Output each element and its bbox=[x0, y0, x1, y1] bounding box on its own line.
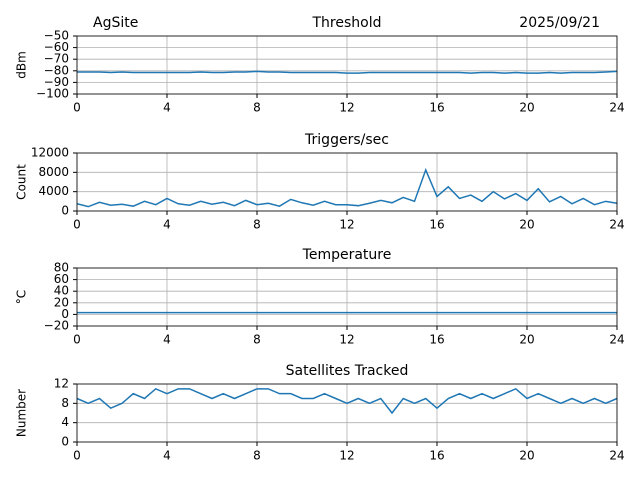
x-tick-label: 8 bbox=[253, 333, 261, 347]
x-tick-label: 20 bbox=[519, 333, 534, 347]
x-tick-label: 20 bbox=[519, 218, 534, 232]
series-line bbox=[77, 70, 618, 74]
y-tick-label: −60 bbox=[44, 40, 69, 54]
y-axis-label: Number bbox=[15, 389, 29, 437]
y-tick-label: −50 bbox=[44, 29, 69, 43]
x-tick-label: 4 bbox=[163, 449, 171, 463]
x-tick-label: 0 bbox=[73, 333, 81, 347]
y-tick-label: 0 bbox=[61, 204, 69, 218]
x-tick-label: 16 bbox=[429, 449, 444, 463]
y-tick-label: 12 bbox=[54, 377, 69, 391]
y-tick-label: 12000 bbox=[31, 146, 69, 160]
x-tick-label: 12 bbox=[339, 101, 354, 115]
y-tick-label: 60 bbox=[54, 272, 69, 286]
x-tick-label: 20 bbox=[519, 449, 534, 463]
y-axis-label: Count bbox=[15, 164, 29, 200]
y-tick-label: 20 bbox=[54, 295, 69, 309]
y-tick-label: 4000 bbox=[38, 184, 69, 198]
y-tick-label: 0 bbox=[61, 307, 69, 321]
x-tick-label: 12 bbox=[339, 218, 354, 232]
plot-frame bbox=[76, 383, 618, 443]
x-tick-label: 16 bbox=[429, 333, 444, 347]
x-tick-label: 24 bbox=[609, 101, 624, 115]
x-tick-label: 16 bbox=[429, 101, 444, 115]
plot-frame bbox=[76, 152, 618, 212]
x-tick-label: 4 bbox=[163, 218, 171, 232]
y-tick-label: −90 bbox=[44, 75, 69, 89]
subplot-title: Threshold bbox=[312, 15, 382, 31]
subplot-title: Temperature bbox=[302, 247, 392, 263]
y-tick-label: −80 bbox=[44, 63, 69, 77]
y-tick-label: −70 bbox=[44, 52, 69, 66]
x-tick-label: 8 bbox=[253, 218, 261, 232]
x-tick-label: 24 bbox=[609, 449, 624, 463]
y-tick-label: −100 bbox=[36, 87, 69, 101]
x-tick-label: 8 bbox=[253, 449, 261, 463]
series-line bbox=[76, 167, 618, 208]
x-tick-label: 4 bbox=[163, 101, 171, 115]
y-tick-label: 0 bbox=[61, 435, 69, 449]
plot-frame bbox=[76, 267, 618, 327]
site-label: AgSite bbox=[93, 15, 138, 31]
x-tick-label: 8 bbox=[253, 101, 261, 115]
subplot-title: Triggers/sec bbox=[304, 132, 389, 148]
y-tick-label: 80 bbox=[54, 261, 69, 275]
x-tick-label: 4 bbox=[163, 333, 171, 347]
subplot-title: Satellites Tracked bbox=[286, 363, 409, 379]
x-tick-label: 0 bbox=[73, 218, 81, 232]
x-tick-label: 12 bbox=[339, 333, 354, 347]
x-tick-label: 0 bbox=[73, 449, 81, 463]
y-tick-label: 4 bbox=[61, 415, 69, 429]
y-axis-label: dBm bbox=[15, 51, 29, 79]
x-tick-label: 20 bbox=[519, 101, 534, 115]
y-tick-label: 40 bbox=[54, 284, 69, 298]
x-tick-label: 16 bbox=[429, 218, 444, 232]
x-tick-label: 24 bbox=[609, 218, 624, 232]
y-tick-label: 8 bbox=[61, 396, 69, 410]
x-tick-label: 0 bbox=[73, 101, 81, 115]
plot-frame bbox=[76, 35, 618, 95]
series-line bbox=[76, 387, 618, 415]
x-tick-label: 12 bbox=[339, 449, 354, 463]
y-tick-label: 8000 bbox=[38, 165, 69, 179]
date-label: 2025/09/21 bbox=[519, 15, 600, 31]
y-axis-label: °C bbox=[15, 290, 29, 304]
x-tick-label: 24 bbox=[609, 333, 624, 347]
y-tick-label: −20 bbox=[44, 319, 69, 333]
